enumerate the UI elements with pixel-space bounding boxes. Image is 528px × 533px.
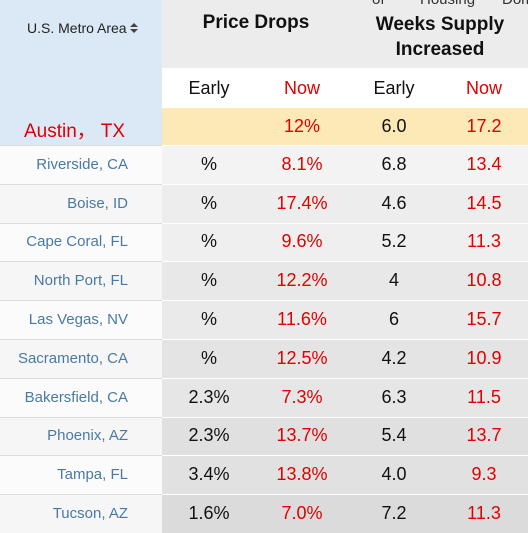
metro-cell-bg (0, 339, 162, 378)
value-cell: 6 (388, 309, 399, 330)
value-cell: 15.7 (466, 309, 502, 330)
value-cell: % (200, 270, 217, 291)
value-cell: 5.2 (381, 231, 407, 252)
metro-cell-bg (0, 494, 162, 533)
value-cell: 2.3% (188, 386, 230, 407)
subheader: Early (188, 77, 230, 98)
metro-name: Sacramento, CA (17, 349, 128, 367)
value-cell: % (200, 153, 217, 174)
row-bg (162, 416, 528, 456)
group-header-bg (162, 0, 528, 68)
metro-name: Tucson, AZ (52, 505, 128, 523)
value-cell: 13.4 (466, 153, 502, 174)
metro-name: Las Vegas, NV (28, 311, 128, 329)
metro-name: Riverside, CA (36, 155, 128, 173)
value-cell: 12.5% (276, 347, 328, 368)
metro-name: Cape Coral, FL (26, 233, 128, 251)
row-bg (162, 377, 528, 417)
subheader: Early (373, 77, 415, 98)
row-bg (162, 261, 528, 301)
value-cell: 10.9 (466, 347, 502, 368)
row-bg (162, 145, 528, 184)
metro-cell-bg (0, 455, 162, 495)
value-cell: % (200, 309, 217, 330)
value-cell: 7.0% (281, 503, 323, 524)
metro-cell-bg (0, 300, 162, 339)
value-cell: 2.3% (188, 425, 230, 446)
value-cell: 13.7 (466, 425, 502, 446)
row-bg (162, 339, 528, 378)
value-cell: 4.0 (381, 464, 407, 485)
value-cell: 6.8 (381, 153, 407, 174)
metro-cell-bg (0, 145, 162, 184)
value-cell: 11.3 (467, 503, 501, 524)
value-cell: % (200, 192, 217, 213)
subheader: Now (465, 77, 502, 98)
subheader: Now (283, 77, 320, 98)
value-cell: 3.4% (188, 464, 230, 485)
value-cell: 6.3 (381, 386, 407, 407)
value-cell: 11.6% (277, 309, 327, 330)
metro-header-label: U.S. Metro Area (27, 20, 127, 36)
metro-header[interactable]: U.S. Metro Area (27, 20, 139, 36)
clipped-header: Dom (502, 0, 528, 8)
value-cell: 11.5 (467, 386, 501, 407)
value-cell: 13.7% (276, 425, 328, 446)
metro-cell-bg (0, 222, 162, 262)
value-cell: % (200, 231, 217, 252)
highlight-cell: 6.0 (381, 116, 407, 136)
sort-icon[interactable] (130, 23, 139, 33)
metro-name: North Port, FL (33, 272, 128, 290)
highlight-row-bg (162, 108, 528, 145)
metro-name: Bakersfield, CA (24, 388, 128, 406)
value-cell: 1.6% (188, 503, 230, 524)
metro-cell-bg (0, 416, 162, 456)
highlight-metro: Austin， TX (24, 121, 126, 142)
value-cell: 4 (388, 270, 399, 291)
value-cell: 4.6 (381, 192, 407, 213)
value-cell: 7.3% (281, 386, 323, 407)
highlight-cell: 12% (283, 116, 321, 136)
value-cell: % (200, 347, 217, 368)
row-bg (162, 183, 528, 223)
value-cell: 5.4 (381, 425, 407, 446)
metro-cell-bg (0, 377, 162, 417)
value-cell: 4.2 (381, 347, 407, 368)
value-cell: 7.2 (381, 503, 407, 524)
row-bg (162, 455, 528, 495)
metro-name: Tampa, FL (57, 466, 128, 484)
value-cell: 12.2% (276, 270, 328, 291)
value-cell: 13.8% (276, 464, 328, 485)
highlight-cell: 17.2 (466, 116, 502, 136)
metro-cell-bg (0, 261, 162, 301)
value-cell: 14.5 (466, 192, 502, 213)
value-cell: 11.3 (467, 231, 501, 252)
value-cell: 8.1% (281, 153, 323, 174)
value-cell: 9.3 (471, 464, 497, 485)
clipped-header: of (372, 0, 385, 8)
value-cell: 10.8 (466, 270, 502, 291)
value-cell: 9.6% (281, 231, 323, 252)
metro-cell-bg (0, 183, 162, 223)
row-bg (162, 494, 528, 533)
group-header: Weeks Supply Increased (375, 14, 505, 60)
row-bg (162, 300, 528, 339)
group-header: Price Drops (202, 12, 310, 33)
metro-name: Boise, ID (67, 194, 128, 212)
clipped-header: Housing (420, 0, 475, 8)
value-cell: 17.4% (276, 192, 328, 213)
metro-name: Phoenix, AZ (47, 427, 128, 445)
row-bg (162, 222, 528, 262)
